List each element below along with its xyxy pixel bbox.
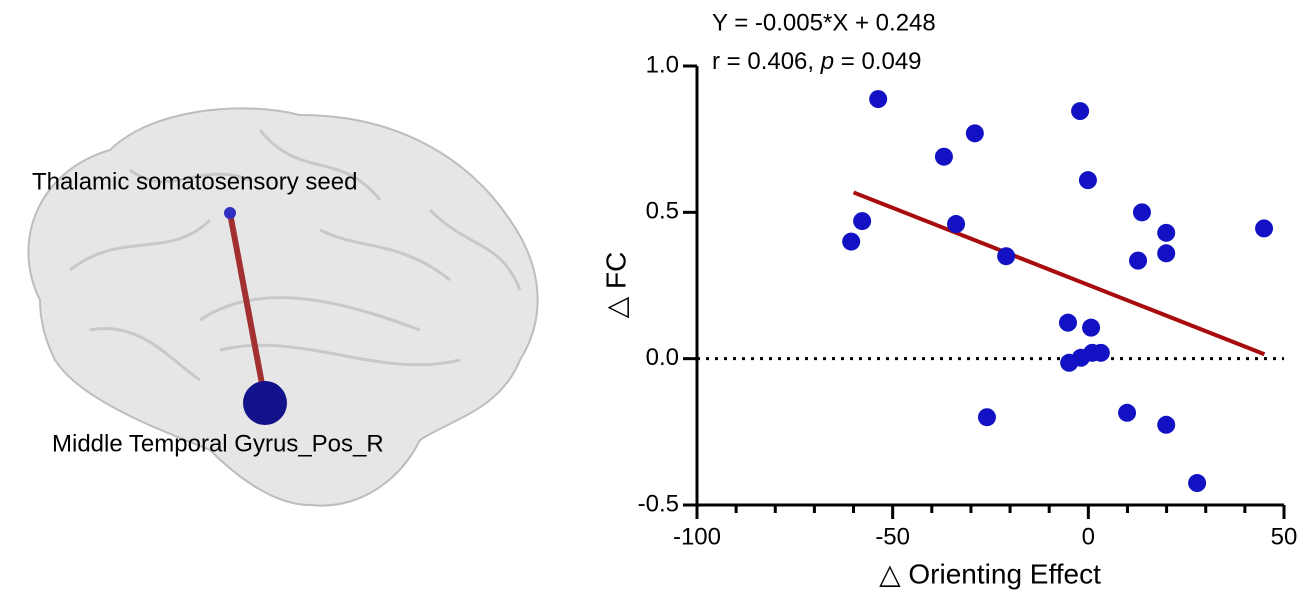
x-tick-label: -100 — [673, 523, 721, 550]
x-tick-label: 50 — [1271, 523, 1298, 550]
data-point — [977, 408, 996, 427]
y-axis-title: △ FC — [600, 252, 631, 319]
y-tick-label: 1.0 — [646, 51, 679, 78]
data-point — [947, 215, 966, 234]
brain-illustration: Thalamic somatosensory seed Middle Tempo… — [27, 107, 539, 507]
x-tick-label: 0 — [1082, 523, 1095, 550]
data-point — [869, 90, 888, 109]
seed-node — [224, 207, 236, 219]
data-point — [1091, 343, 1110, 362]
y-tick-label: 0.0 — [646, 344, 679, 371]
data-point — [1255, 219, 1274, 238]
data-point — [1058, 313, 1077, 332]
seed-label: Thalamic somatosensory seed — [32, 168, 357, 195]
target-label: Middle Temporal Gyrus_Pos_R — [52, 430, 384, 457]
x-axis-title: △ Orienting Effect — [879, 558, 1101, 589]
data-point — [1078, 171, 1097, 190]
data-point — [1082, 318, 1101, 337]
y-tick-label: -0.5 — [638, 490, 679, 517]
data-point — [997, 247, 1016, 266]
data-point — [1188, 474, 1207, 493]
data-point — [1157, 244, 1176, 263]
brain-surface — [27, 107, 539, 507]
x-tick-label: -50 — [875, 523, 910, 550]
data-point — [1118, 403, 1137, 422]
data-point — [1157, 415, 1176, 434]
target-node — [243, 381, 287, 425]
data-point — [965, 124, 984, 143]
equation-annotation: Y = -0.005*X + 0.248 — [712, 9, 936, 36]
regression-line — [852, 190, 1266, 357]
y-tick-label: 0.5 — [646, 198, 679, 225]
scatter-plot: Y = -0.005*X + 0.248 r = 0.406, p = 0.04… — [600, 9, 1101, 589]
stats-annotation: r = 0.406, p = 0.049 — [712, 48, 922, 75]
data-point — [1071, 102, 1090, 121]
data-point — [1132, 203, 1151, 222]
connection — [227, 212, 268, 401]
brain-gyri — [69, 129, 522, 382]
data-point — [853, 212, 872, 231]
data-point — [1157, 223, 1176, 242]
data-point — [842, 232, 861, 251]
data-point — [934, 147, 953, 166]
data-point — [1129, 251, 1148, 270]
